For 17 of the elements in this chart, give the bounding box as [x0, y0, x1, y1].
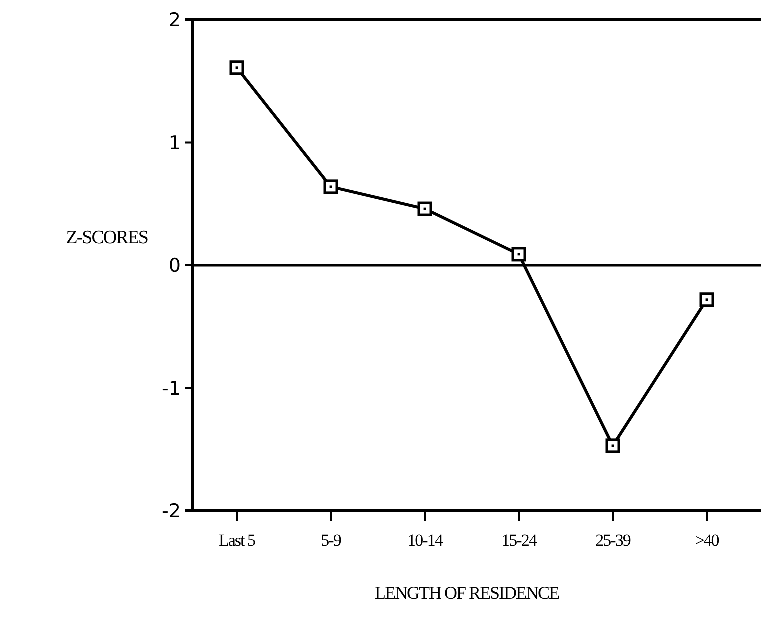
y-tick-label: -2 — [162, 500, 181, 523]
point — [324, 180, 338, 194]
x-tick-label: 25-39 — [596, 531, 631, 550]
x-tick-label: Last 5 — [218, 531, 256, 550]
point — [606, 438, 620, 454]
point — [230, 60, 244, 76]
y-tick-label: 1 — [168, 132, 181, 154]
y-axis-title: Z-SCORES — [66, 228, 148, 248]
y-tick-label: 2 — [168, 10, 181, 32]
x-axis-title: LENGTH OF RESIDENCE — [375, 583, 560, 603]
point — [700, 292, 714, 308]
y-tick-label: 0 — [168, 255, 181, 278]
y-tick-label: -1 — [162, 378, 181, 400]
x-tick-label: >40 — [695, 531, 720, 550]
x-tick-label: 5-9 — [321, 531, 342, 550]
x-tick-label: 15-24 — [502, 531, 538, 550]
x-tick-label: 10-14 — [408, 531, 444, 550]
